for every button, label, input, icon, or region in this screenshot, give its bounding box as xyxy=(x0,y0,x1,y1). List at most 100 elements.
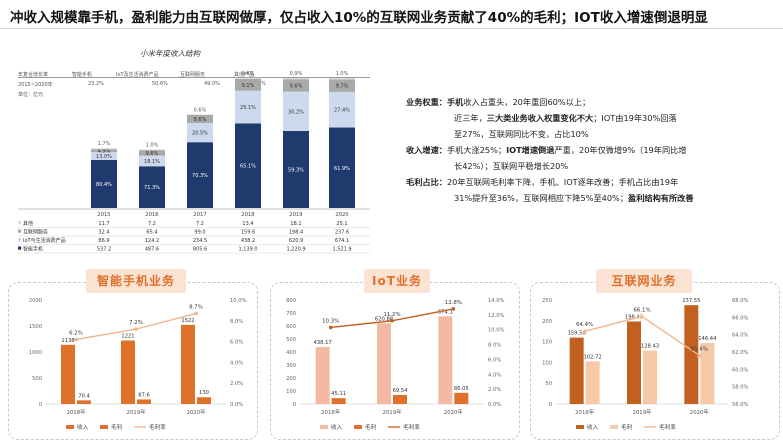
commentary-weight-2: 近三年，三大类业务收入权重变化不大；IOT由19年30%回落 xyxy=(454,113,677,123)
net-y2tick-0: 56.0% xyxy=(732,402,749,408)
revenue-bar-2016-s3 xyxy=(139,149,165,151)
revenue-pct-2017-s0: 70.3% xyxy=(192,173,208,179)
net-profit-bar-1 xyxy=(643,350,657,404)
phone-revenue-label-0: 1138 xyxy=(61,338,74,344)
unit-label: 单位：亿元 xyxy=(18,92,44,98)
revenue-pct-2020-s0: 61.9% xyxy=(334,166,350,172)
net-revenue-bar-1 xyxy=(627,321,641,404)
revenue-pct-2015-s0: 80.4% xyxy=(96,182,112,188)
net-margin-point-0 xyxy=(582,328,588,334)
iot-revenue-bar-2 xyxy=(438,316,453,404)
iot-profit-label-1: 69.54 xyxy=(393,388,409,394)
iot-margin-point-2 xyxy=(451,307,456,311)
cagr-col-other: 其他产品 xyxy=(234,72,255,78)
net-legend-revenue: 收入 xyxy=(587,423,599,431)
iot-margin-point-1 xyxy=(390,319,394,323)
iot-revenue-label-1: 620.88 xyxy=(375,316,393,322)
net-y2tick-5: 66.0% xyxy=(732,315,749,321)
phone-profit-label-0: 70.4 xyxy=(78,393,90,399)
net-revenue-label-2: 237.55 xyxy=(682,298,700,304)
net-margin-line xyxy=(584,315,700,357)
revenue-pct-2017-s2: 8.6% xyxy=(194,117,207,123)
iot-legend-margin: 毛利率 xyxy=(403,423,420,431)
iot-y2tick-0: 0.0% xyxy=(488,402,501,408)
table-cell-1-3: 159.6 xyxy=(241,230,255,236)
net-xtick-1: 2019年 xyxy=(632,408,652,416)
iot-margin-label-0: 10.3% xyxy=(322,318,339,324)
revenue-bar-2017-s2 xyxy=(187,114,213,124)
net-y2tick-4: 64.0% xyxy=(732,333,749,339)
revenue-bar-2018-s0 xyxy=(235,123,261,208)
phone-revenue-bar-1 xyxy=(121,340,135,404)
phone-profit-bar-2 xyxy=(197,397,211,404)
cagr-iot: 50.6% xyxy=(152,81,168,87)
iot-chart: 0 100 200 300 400 500 600 700 800 0.0% 2.0% 4.0% 6.0… xyxy=(286,298,504,431)
cagr-col-phone: 智能手机 xyxy=(72,72,93,78)
net-ytick-3: 150 xyxy=(542,340,552,346)
iot-revenue-label-0: 438.17 xyxy=(314,340,332,346)
net-ytick-0: 0 xyxy=(549,402,552,408)
revenue-year-2020: 2020 xyxy=(335,212,348,218)
net-legend-profit: 毛利 xyxy=(621,423,633,431)
revenue-pct-2020-s2: 9.7% xyxy=(336,84,349,90)
iot-ytick-6: 600 xyxy=(286,324,296,330)
phone-ytick-3: 1500 xyxy=(29,324,42,330)
phone-xtick-2: 2020年 xyxy=(186,408,206,416)
net-ytick-4: 200 xyxy=(542,319,552,325)
phone-profit-label-1: 87.6 xyxy=(138,392,150,398)
table-cell-3-2: 805.6 xyxy=(193,247,207,253)
iot-ytick-7: 700 xyxy=(286,311,296,317)
revenue-bar-2017-s3 xyxy=(187,114,213,115)
net-margin-point-2 xyxy=(696,352,702,358)
phone-ytick-1: 500 xyxy=(32,376,42,382)
revenue-pct-2019-s1: 30.2% xyxy=(288,109,304,115)
net-legend-profit-swatch xyxy=(610,425,618,429)
phone-revenue-label-2: 1522 xyxy=(181,318,194,324)
phone-revenue-bar-0 xyxy=(61,344,75,404)
revenue-pct-2017-s1: 20.5% xyxy=(192,131,208,137)
revenue-year-2018: 2018 xyxy=(241,212,254,218)
revenue-bar-2020-s1 xyxy=(329,91,355,128)
net-chart: 0 50 100 150 200 250 56.0% 58.0% 60.0% 62.0% 64.0%… xyxy=(542,298,748,431)
net-margin-point-1 xyxy=(639,313,645,319)
stacked-bars: 80.4% 13.0%4.9% 1.7% 2015 71.3% 18.1% 9.6% 1.0%… xyxy=(18,71,370,218)
commentary: 业务权重：手机收入占重头，20年重回60%以上； 近三年，三大类业务收入权重变化… xyxy=(406,94,781,206)
net-profit-label-0: 102.72 xyxy=(584,354,602,360)
revenue-pct-2016-s3: 1.0% xyxy=(146,143,159,149)
table-marker-0 xyxy=(18,221,22,225)
revenue-pct-2020-s1: 27.4% xyxy=(334,108,350,114)
revenue-bar-2019-s0 xyxy=(283,130,309,208)
revenue-pct-2015-s3: 1.7% xyxy=(98,141,111,147)
net-ytick-2: 100 xyxy=(542,360,552,366)
iot-y2tick-4: 8.0% xyxy=(488,343,501,349)
iot-legend-revenue: 收入 xyxy=(331,423,343,431)
commentary-margin-1: 毛利占比：20年互联网毛利率下降，手机、IOT逐年改善；手机占比由19年 xyxy=(406,177,679,187)
net-margin-label-0: 64.4% xyxy=(576,322,593,328)
phone-ytick-0: 0 xyxy=(39,402,42,408)
iot-revenue-label-2: 674.1 xyxy=(438,309,453,315)
phone-profit-label-2: 130 xyxy=(199,390,209,396)
revenue-pct-2015-s2: 4.9% xyxy=(98,149,111,155)
iot-margin-point-0 xyxy=(328,325,333,330)
revenue-pct-2020-s3: 1.0% xyxy=(336,71,349,77)
table-cell-0-4: 18.1 xyxy=(290,221,301,227)
table-cell-0-1: 7.2 xyxy=(148,221,156,227)
iot-ytick-0: 0 xyxy=(293,402,296,408)
revenue-bar-2020-s2 xyxy=(329,79,355,92)
revenue-bar-2015-s3 xyxy=(91,148,117,150)
phone-y2tick-3: 6.0% xyxy=(230,340,243,346)
revenue-bar-2020-s0 xyxy=(329,127,355,208)
phone-y2tick-0: 0.0% xyxy=(230,402,243,408)
revenue-bar-2017-s0 xyxy=(187,142,213,208)
iot-margin-label-2: 12.8% xyxy=(445,300,462,306)
iot-xtick-0: 2018年 xyxy=(321,408,341,416)
table-cell-3-1: 487.6 xyxy=(145,247,159,253)
iot-profit-bar-0 xyxy=(331,398,346,404)
revenue-table: 其他 11.7 7.2 7.2 13.4 18.1 25.1 互联网服务 32.4 65.4 99.… xyxy=(18,220,370,254)
cagr-col-net: 互联网服务 xyxy=(180,72,206,78)
cagr-header-label: 年复合增长率 xyxy=(18,72,49,78)
net-y2tick-3: 62.0% xyxy=(732,350,749,356)
iot-y2tick-2: 4.0% xyxy=(488,372,501,378)
revenue-pct-2019-s3: 0.9% xyxy=(290,71,303,77)
